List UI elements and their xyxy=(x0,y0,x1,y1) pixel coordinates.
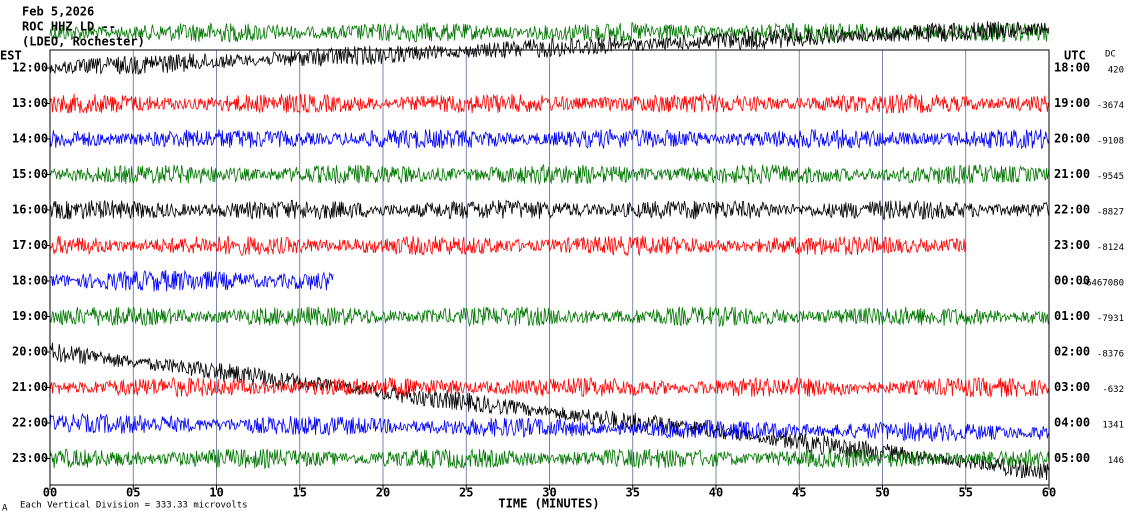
plot-frame xyxy=(49,49,1050,486)
utc-row-label: 20:00 xyxy=(1054,132,1090,146)
x-tick-label: 50 xyxy=(875,486,889,500)
network: (LDEO, Rochester) xyxy=(22,35,145,49)
x-tick-label: 45 xyxy=(792,486,806,500)
dc-label: DC xyxy=(1105,50,1116,60)
dc-value: -9545 xyxy=(1097,172,1124,182)
trace xyxy=(49,21,1050,75)
trace xyxy=(49,447,1050,470)
x-tick-label: 55 xyxy=(959,486,973,500)
trace xyxy=(49,235,967,257)
est-row-label: 23:00 xyxy=(12,451,48,465)
traces xyxy=(49,21,1050,481)
x-tick-label: 20 xyxy=(376,486,390,500)
dc-value: 146 xyxy=(1108,456,1124,466)
est-row-label: 13:00 xyxy=(12,96,48,110)
grid xyxy=(49,50,1050,490)
dc-value: 1341 xyxy=(1102,421,1124,431)
dc-value: -632 xyxy=(1102,385,1124,395)
dc-value: -8376 xyxy=(1097,350,1124,360)
utc-row-label: 19:00 xyxy=(1054,96,1090,110)
x-axis-label: TIME (MINUTES) xyxy=(498,497,599,511)
utc-row-label: 02:00 xyxy=(1054,345,1090,359)
dc-value: -3674 xyxy=(1097,101,1124,111)
trace xyxy=(49,199,1050,221)
dc-value: -9108 xyxy=(1097,137,1124,147)
utc-row-label: 04:00 xyxy=(1054,416,1090,430)
trace xyxy=(49,342,1050,481)
utc-row-label: 23:00 xyxy=(1054,238,1090,252)
est-row-label: 14:00 xyxy=(12,132,48,146)
utc-label: UTC xyxy=(1064,49,1086,63)
date: Feb 5,2026 xyxy=(22,5,94,19)
dc-value: 420 xyxy=(1108,66,1124,76)
trace xyxy=(49,412,1050,442)
station: ROC HHZ LD -- xyxy=(22,20,116,34)
utc-row-label: 21:00 xyxy=(1054,167,1090,181)
utc-row-label: 03:00 xyxy=(1054,380,1090,394)
est-row-label: 19:00 xyxy=(12,309,48,323)
trace xyxy=(49,128,1050,149)
est-label: EST xyxy=(0,49,22,63)
dc-value: -6467080 xyxy=(1081,279,1124,289)
est-row-label: 22:00 xyxy=(12,416,48,430)
x-tick-label: 10 xyxy=(209,486,223,500)
trace xyxy=(49,163,1050,186)
utc-row-label: 01:00 xyxy=(1054,309,1090,323)
trace xyxy=(49,269,334,292)
x-tick-label: 15 xyxy=(293,486,307,500)
corner-mark: A xyxy=(2,504,8,514)
est-row-label: 21:00 xyxy=(12,380,48,394)
x-tick-label: 30 xyxy=(542,486,556,500)
utc-row-label: 18:00 xyxy=(1054,61,1090,75)
est-row-label: 17:00 xyxy=(12,238,48,252)
est-row-label: 15:00 xyxy=(12,167,48,181)
x-tick-label: 60 xyxy=(1042,486,1056,500)
dc-value: -8124 xyxy=(1097,243,1124,253)
x-tick-label: 00 xyxy=(43,486,57,500)
scale-note: Each Vertical Division = 333.33 microvol… xyxy=(20,501,248,511)
dc-value: -8827 xyxy=(1097,208,1124,218)
est-row-label: 20:00 xyxy=(12,345,48,359)
utc-row-label: 05:00 xyxy=(1054,451,1090,465)
est-row-label: 12:00 xyxy=(12,61,48,75)
est-row-label: 16:00 xyxy=(12,203,48,217)
x-tick-label: 40 xyxy=(709,486,723,500)
dc-value: -7931 xyxy=(1097,314,1124,324)
x-tick-label: 05 xyxy=(126,486,140,500)
trace xyxy=(49,305,1050,328)
trace xyxy=(49,93,1050,115)
trace xyxy=(49,376,1050,398)
est-row-label: 18:00 xyxy=(12,274,48,288)
utc-row-label: 22:00 xyxy=(1054,203,1090,217)
utc-row-label: 00:00 xyxy=(1054,274,1090,288)
x-tick-label: 35 xyxy=(626,486,640,500)
x-tick-label: 25 xyxy=(459,486,473,500)
labels: 00 05 10 15 20 25 30 35 40 45 50 55 60 12:00 18:00 420 1… xyxy=(12,61,1124,500)
